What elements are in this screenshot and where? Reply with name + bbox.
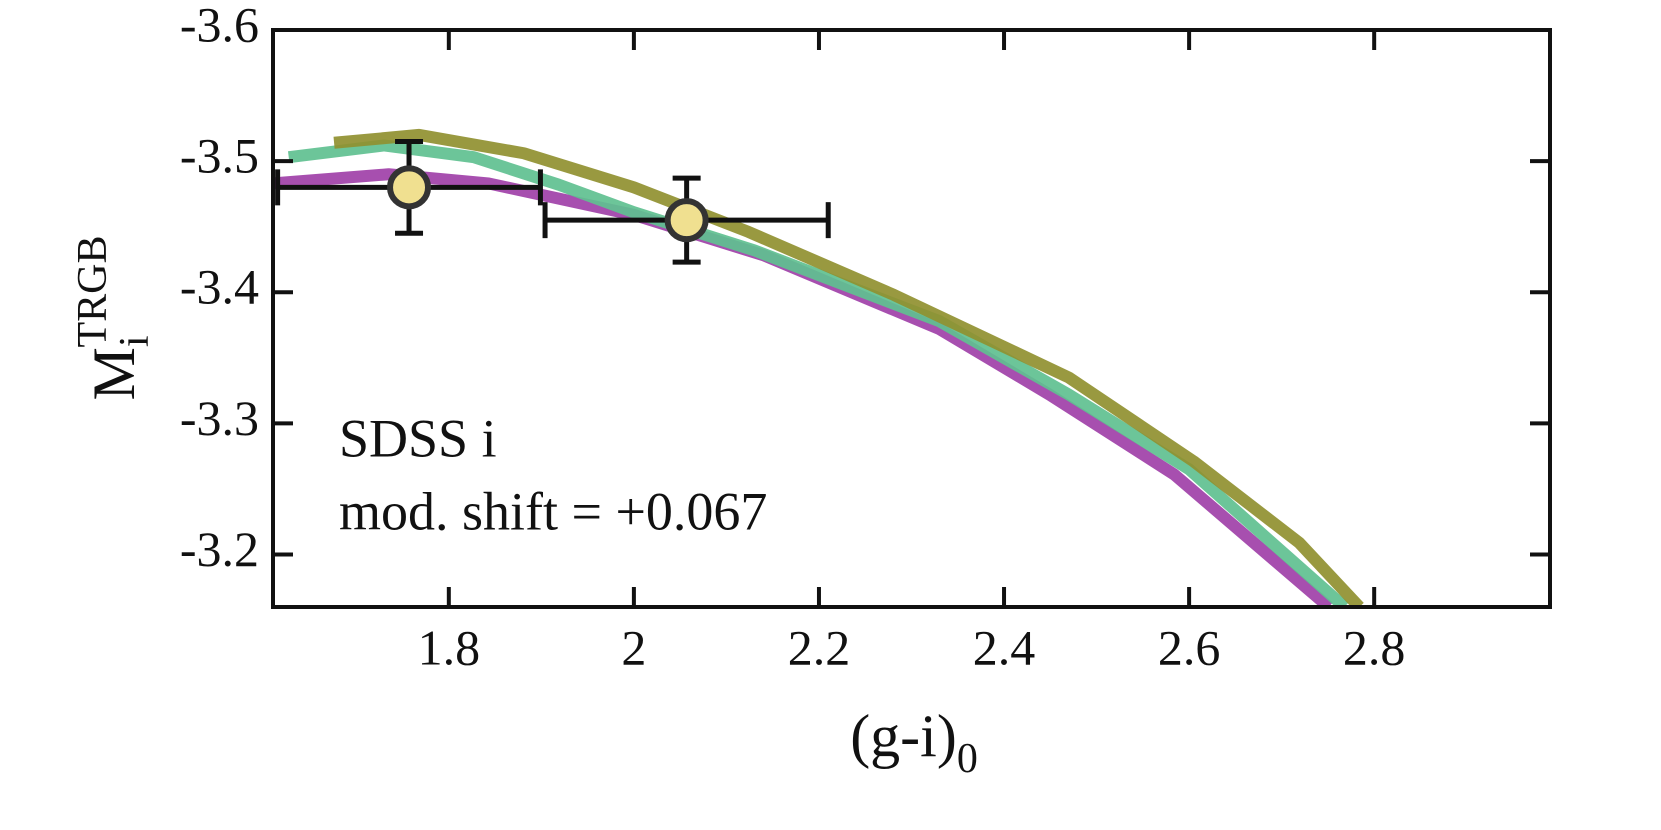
data-point [664, 198, 709, 243]
y-label-main: M [81, 347, 147, 400]
x-tick-label: 2 [621, 619, 646, 675]
x-label-main: (g-i) [850, 703, 957, 769]
x-label-sub: 0 [957, 736, 978, 782]
x-tick-label: 2.2 [788, 619, 851, 675]
series-line [333, 128, 1364, 607]
x-tick-label: 2.8 [1343, 619, 1406, 675]
y-tick-label: -3.4 [180, 259, 259, 315]
x-tick-label: 1.8 [418, 619, 481, 675]
y-axis-label: MiTRGB [70, 235, 158, 400]
series-line [273, 168, 1333, 607]
x-tick-label: 2.6 [1158, 619, 1221, 675]
y-tick-label: -3.6 [180, 0, 259, 52]
annotation: SDSS i [339, 408, 497, 468]
plot-frame [271, 28, 1552, 609]
y-tick-label: -3.5 [180, 128, 259, 184]
y-label-sub: i [112, 335, 158, 347]
annotation: mod. shift = +0.067 [339, 481, 767, 541]
y-label-sup: TRGB [70, 235, 116, 347]
x-axis-label: (g-i)0 [850, 703, 978, 782]
y-tick-label: -3.2 [180, 521, 259, 577]
data-point [387, 165, 432, 210]
y-tick-label: -3.3 [180, 390, 259, 446]
x-tick-label: 2.4 [973, 619, 1036, 675]
